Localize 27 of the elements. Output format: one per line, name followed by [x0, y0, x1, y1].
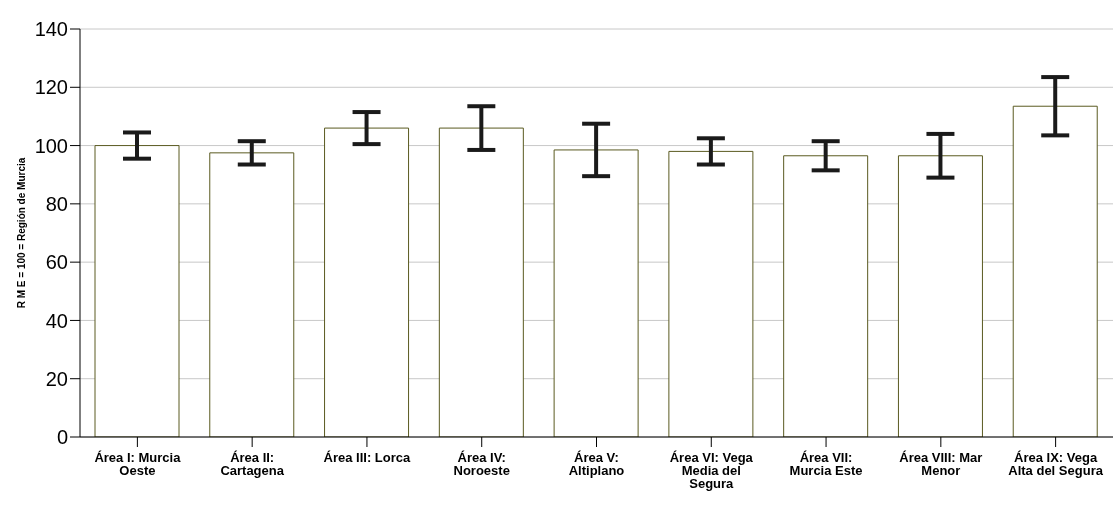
x-tick-label: Área II: Cartagena: [220, 450, 285, 479]
bar: [553, 149, 639, 437]
x-tick-label: Área V: Altiplano: [568, 450, 625, 479]
bar: [668, 150, 754, 437]
x-tick-label: Área I: Murcia Oeste: [94, 450, 182, 479]
y-tick-label: 120: [34, 76, 68, 99]
bar: [324, 127, 410, 437]
y-tick-label: 80: [45, 192, 68, 215]
bar: [897, 155, 983, 437]
y-tick-label: 20: [45, 367, 68, 390]
y-axis-title: R M E = 100 = Región de Murcia: [15, 157, 27, 309]
bar: [783, 155, 869, 437]
y-tick-label: 40: [45, 309, 68, 332]
bar: [209, 152, 295, 437]
bar: [1012, 105, 1098, 437]
x-tick-label: Área IV: Noroeste: [453, 450, 510, 479]
x-tick-label: Área VII: Murcia Este: [789, 450, 863, 479]
x-tick-label: Área VIII: Mar Menor: [899, 450, 983, 479]
bar: [94, 145, 180, 437]
x-tick-label: Área IX: Vega Alta del Segura: [1008, 450, 1104, 479]
y-tick-label: 60: [45, 251, 68, 274]
x-tick-label: Área III: Lorca: [323, 450, 412, 466]
y-tick-label: 0: [56, 426, 68, 449]
y-tick-label: 100: [34, 134, 68, 157]
x-tick-label: Área VI: Vega Media del Segura: [669, 450, 754, 492]
y-tick-label: 140: [34, 18, 68, 41]
bar: [438, 127, 524, 437]
